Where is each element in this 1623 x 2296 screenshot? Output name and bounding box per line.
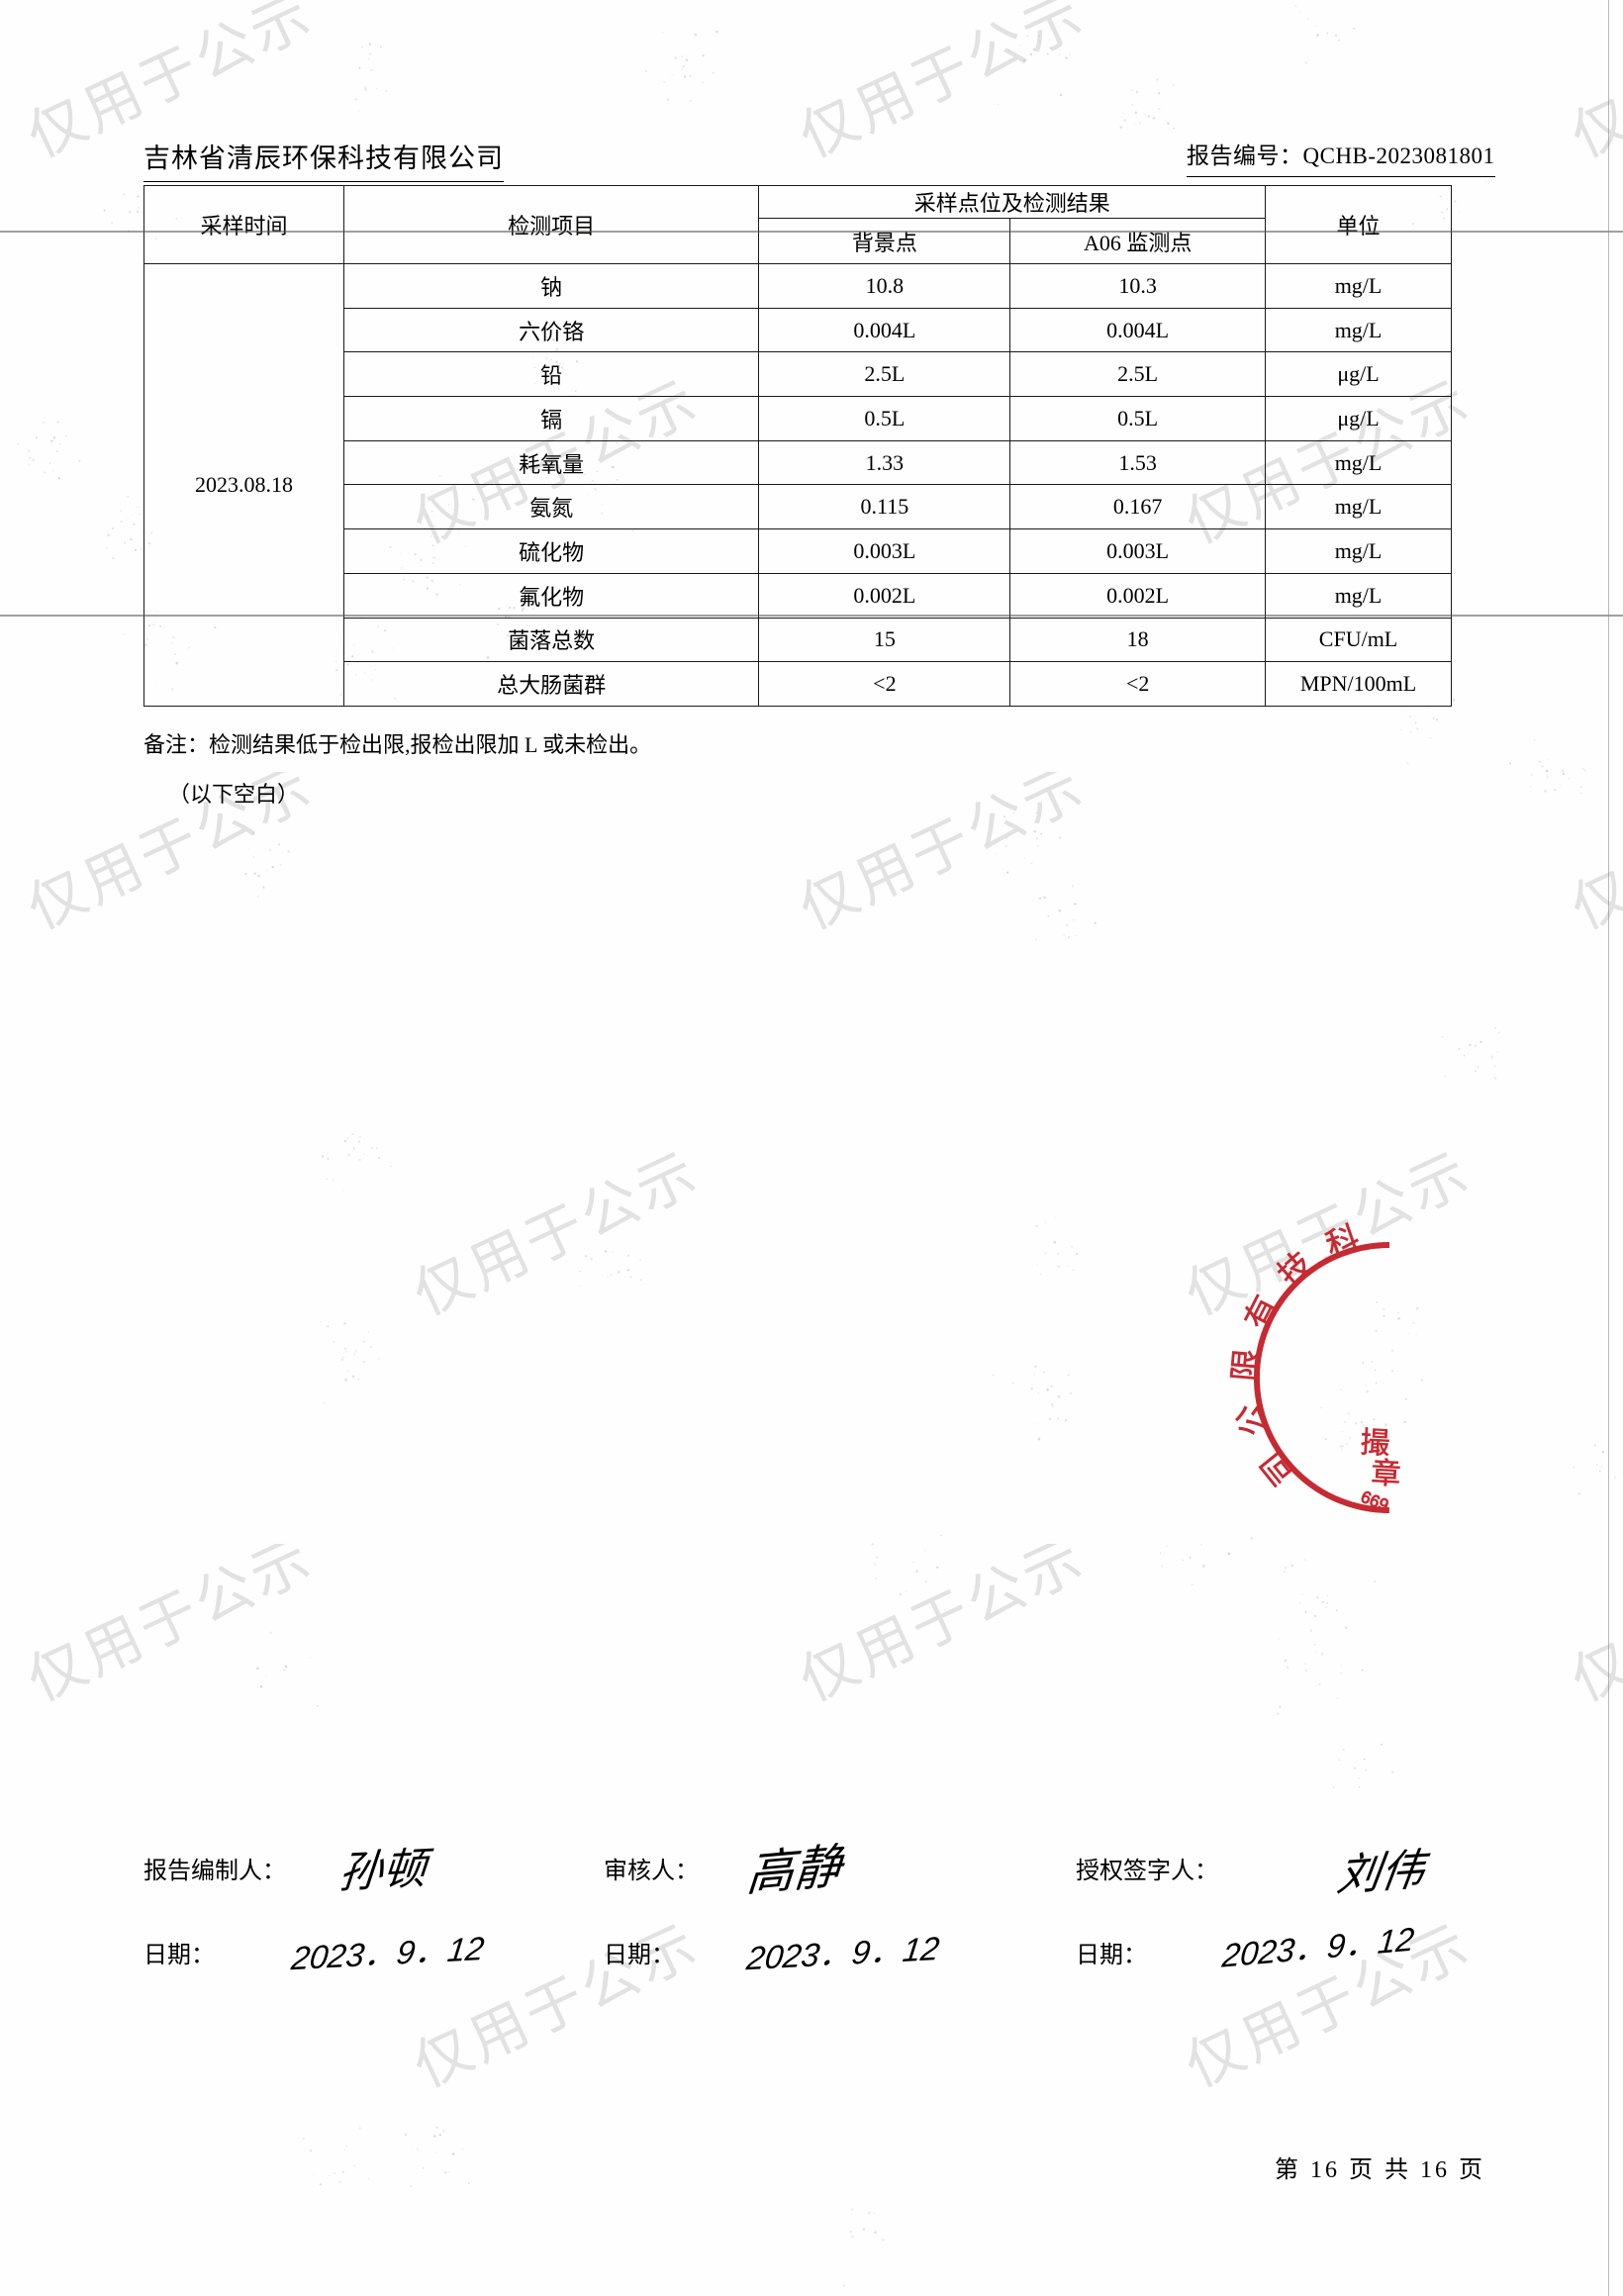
svg-text:司: 司 bbox=[1253, 1444, 1302, 1492]
svg-text:章: 章 bbox=[1371, 1457, 1402, 1491]
svg-text:撮: 撮 bbox=[1360, 1426, 1391, 1461]
svg-text:有: 有 bbox=[1237, 1290, 1285, 1335]
svg-text:技: 技 bbox=[1271, 1244, 1319, 1293]
svg-text:限: 限 bbox=[1226, 1347, 1266, 1383]
